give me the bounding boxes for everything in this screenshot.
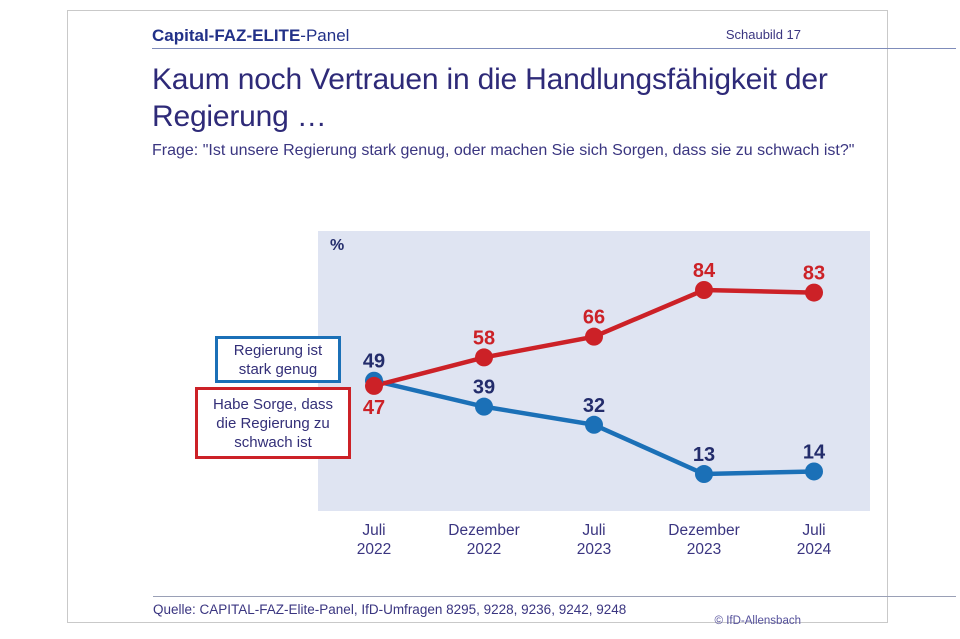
x-axis-label: Dezember 2022 — [448, 522, 520, 558]
brand-regular-part: -Panel — [300, 26, 350, 45]
header-divider — [152, 48, 956, 49]
worry-point — [585, 327, 603, 346]
brand-bold-part: Capital-FAZ-ELITE — [152, 26, 301, 45]
worry-value-label: 58 — [473, 327, 495, 349]
worry-value-label: 84 — [693, 260, 716, 282]
brand-logo: Capital-FAZ-ELITE-Panel — [152, 26, 349, 46]
title-line-2: Regierung … — [152, 100, 327, 133]
page-title: Kaum noch Vertrauen in die Handlungsfähi… — [152, 61, 828, 135]
x-axis-label: Juli 2024 — [797, 522, 832, 558]
worry-point — [695, 281, 713, 299]
worry-value-label: 47 — [363, 397, 385, 419]
legend-regierung-stark-genug: Regierung ist stark genug — [215, 336, 341, 383]
copyright-note: © IfD-Allensbach — [714, 615, 801, 627]
strong-value-label: 32 — [583, 395, 605, 417]
worry-value-label: 83 — [803, 263, 825, 285]
x-axis-label: Juli 2022 — [357, 522, 391, 558]
legend-habe-sorge: Habe Sorge, dass die Regierung zu schwac… — [195, 387, 351, 459]
title-line-1: Kaum noch Vertrauen in die Handlungsfähi… — [152, 63, 828, 96]
source-note: Quelle: CAPITAL-FAZ-Elite-Panel, IfD-Umf… — [153, 602, 627, 617]
y-axis-unit: % — [330, 237, 345, 254]
x-axis-label: Juli 2023 — [577, 522, 611, 558]
plot-area — [318, 231, 870, 511]
worry-point — [365, 376, 383, 395]
legend-blue-line-2: stark genug — [238, 360, 318, 378]
slide-card: Capital-FAZ-ELITE-Panel Schaubild 17 Kau… — [67, 10, 956, 627]
strong-point — [585, 415, 603, 434]
legend-red-line-1: Habe Sorge, dass — [212, 395, 334, 413]
worry-point — [475, 348, 493, 367]
worry-value-label: 66 — [583, 307, 605, 329]
strong-value-label: 49 — [363, 351, 385, 373]
legend-blue-line-1: Regierung ist — [233, 341, 323, 359]
strong-value-label: 39 — [473, 377, 495, 399]
strong-point — [475, 397, 493, 416]
legend-red-line-3: schwach ist — [234, 433, 312, 451]
footer-divider — [153, 596, 956, 597]
survey-question: Frage: "Ist unsere Regierung stark genug… — [152, 142, 855, 159]
strong-point — [805, 462, 823, 481]
line-chart: 47 58 66 84 83 49 39 32 13 14 Juli 2022 Dezember 2022… — [318, 231, 870, 558]
legend-red-line-2: die Regierung zu — [216, 414, 330, 432]
strong-point — [695, 465, 713, 484]
x-axis-label: Dezember 2023 — [668, 522, 740, 558]
chart-zone: 47 58 66 84 83 49 39 32 13 14 Juli 2022 Dezember 2022… — [68, 11, 960, 639]
strong-value-label: 13 — [693, 444, 715, 466]
slide-number: Schaubild 17 — [725, 27, 801, 42]
strong-value-label: 14 — [803, 441, 826, 463]
worry-point — [805, 283, 823, 302]
